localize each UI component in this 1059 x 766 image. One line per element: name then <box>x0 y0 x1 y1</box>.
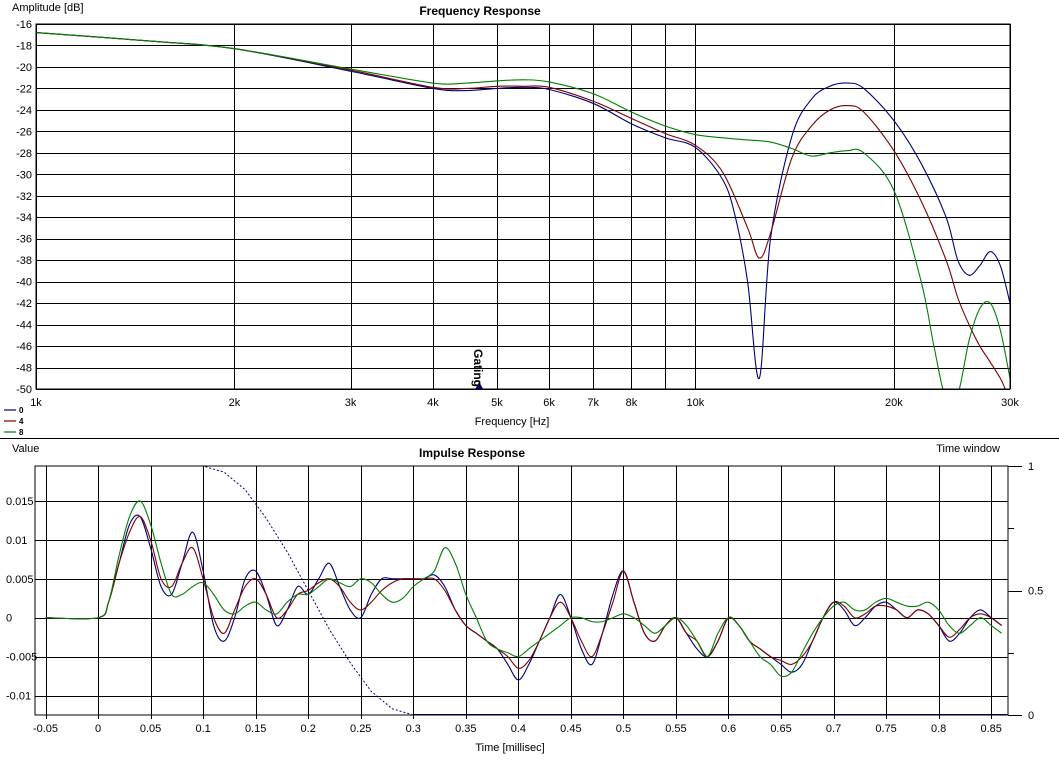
fr-frame <box>35 23 1011 390</box>
fr-y-tick-label: -36 <box>16 234 32 246</box>
fr-series-lines <box>36 32 1010 389</box>
ir-x-tick-label: 0.15 <box>245 723 266 735</box>
fr-plot-area <box>36 24 1010 389</box>
fr-x-tick-label: 5k <box>491 397 503 409</box>
ir-y2-tick-label: 0 <box>1028 710 1034 722</box>
ir-x-tick-label: 0.55 <box>665 723 686 735</box>
ir-x-tick-label: 0.65 <box>770 723 791 735</box>
fr-x-tick-label: 7k <box>587 397 599 409</box>
ir-y-tick-label: -0.005 <box>6 652 37 664</box>
ir-y-tick-label: 0.01 <box>6 535 27 547</box>
ir-series-4-line <box>45 516 1003 669</box>
ir-x-tick-label: 0.7 <box>826 723 841 735</box>
ir-x-axis-label: Time [millisec] <box>475 742 544 754</box>
ir-x-tick-label: 0.85 <box>980 723 1001 735</box>
ir-y-tick-label: 0 <box>6 613 12 625</box>
legend-label-8: 8 <box>19 428 24 437</box>
fr-y-tick-label: -28 <box>16 148 32 160</box>
ir-y-tick-label: 0.015 <box>6 496 34 508</box>
fr-x-tick-label: 4k <box>427 397 439 409</box>
ir-x-tick-label: 0.45 <box>560 723 581 735</box>
ir-x-tick-label: 0.75 <box>875 723 896 735</box>
fr-y-tick-label: -20 <box>16 62 32 74</box>
impulse-response-chart: 0.015 0.01 0.005 0 -0.005 -0.01 -0.05 0 0.05 0.1 0… <box>6 443 1043 754</box>
ir-tick-labels: 0.015 0.01 0.005 0 -0.005 -0.01 -0.05 0 0.05 0.1 0… <box>6 461 1043 735</box>
legend-label-0: 0 <box>19 406 24 415</box>
ir-series-8-line <box>45 500 1003 678</box>
ir-y-tick-label: 0.005 <box>6 574 34 586</box>
ir-x-tick-label: 0.2 <box>301 723 316 735</box>
fr-y-axis-label: Amplitude [dB] <box>12 2 84 14</box>
fr-series-0-line <box>36 32 1010 379</box>
fr-tick-labels: -16 -18 -20 -22 -24 -26 -28 -30 -32 -34 -36 -38 -40 -… <box>16 19 1019 409</box>
ir-y2-tick-label: 0.5 <box>1028 586 1043 598</box>
ir-x-tick-label: 0.5 <box>616 723 631 735</box>
ir-x-tick-label: 0.4 <box>511 723 526 735</box>
fr-y-tick-label: -16 <box>16 19 32 31</box>
fr-y-tick-label: -22 <box>16 83 32 95</box>
fr-x-tick-label: 3k <box>345 397 357 409</box>
ir-y-tick-label: -0.01 <box>6 691 31 703</box>
ir-x-tick-label: 0 <box>95 723 101 735</box>
ir-y2-tick-label: 1 <box>1028 461 1034 473</box>
fr-x-tick-label: 10k <box>687 397 705 409</box>
fr-y-tick-label: -26 <box>16 126 32 138</box>
time-window-curve <box>45 465 414 716</box>
fr-legend: 0 4 8 <box>4 406 24 437</box>
fr-series-4-line <box>36 32 1006 389</box>
fr-y-tick-label: -32 <box>16 191 32 203</box>
gating-marker[interactable]: Gating <box>471 349 485 389</box>
ir-frame <box>34 465 1009 716</box>
fr-x-tick-label: 8k <box>626 397 638 409</box>
fr-y-tick-label: -38 <box>16 255 32 267</box>
fr-x-tick-label: 2k <box>229 397 241 409</box>
ir-x-tick-label: 0.35 <box>455 723 476 735</box>
fr-x-tick-label: 20k <box>885 397 903 409</box>
legend-label-4: 4 <box>19 417 24 426</box>
fr-y-tick-label: -18 <box>16 40 32 52</box>
fr-y-tick-label: -34 <box>16 212 32 224</box>
ir-x-tick-label: 0.8 <box>931 723 946 735</box>
ir-plot-area <box>35 466 1008 715</box>
fr-y-tick-label: -50 <box>16 384 32 396</box>
fr-y-tick-label: -42 <box>16 298 32 310</box>
gating-marker-triangle <box>475 382 484 389</box>
fr-y-tick-label: -46 <box>16 341 32 353</box>
ir-title: Impulse Response <box>419 446 525 460</box>
fr-x-tick-label: 30k <box>1001 397 1019 409</box>
fr-x-tick-label: 1k <box>30 397 42 409</box>
fr-y-tick-label: -30 <box>16 169 32 181</box>
ir-series-lines <box>45 500 1003 681</box>
ir-y-axis-label: Value <box>12 443 39 455</box>
ir-x-tick-label: 0.1 <box>195 723 210 735</box>
ir-grid <box>35 466 1022 719</box>
fr-x-axis-label: Frequency [Hz] <box>475 416 550 428</box>
ir-x-tick-label: 0.05 <box>140 723 161 735</box>
frequency-response-chart: -16 -18 -20 -22 -24 -26 -28 -30 -32 -34 -36 -38 -40 -… <box>4 2 1019 437</box>
fr-y-tick-label: -40 <box>16 277 32 289</box>
fr-title: Frequency Response <box>419 4 541 18</box>
ir-x-tick-label: -0.05 <box>33 723 58 735</box>
fr-series-8-line <box>36 32 1010 389</box>
fr-y-tick-label: -24 <box>16 105 32 117</box>
fr-x-tick-label: 6k <box>543 397 555 409</box>
ir-y2-axis-label: Time window <box>936 443 1000 455</box>
ir-x-tick-label: 0.3 <box>406 723 421 735</box>
gating-marker-label: Gating <box>471 349 485 387</box>
fr-y-tick-label: -44 <box>16 320 32 332</box>
fr-y-tick-label: -48 <box>16 363 32 375</box>
ir-x-tick-label: 0.6 <box>721 723 736 735</box>
ir-x-tick-label: 0.25 <box>350 723 371 735</box>
